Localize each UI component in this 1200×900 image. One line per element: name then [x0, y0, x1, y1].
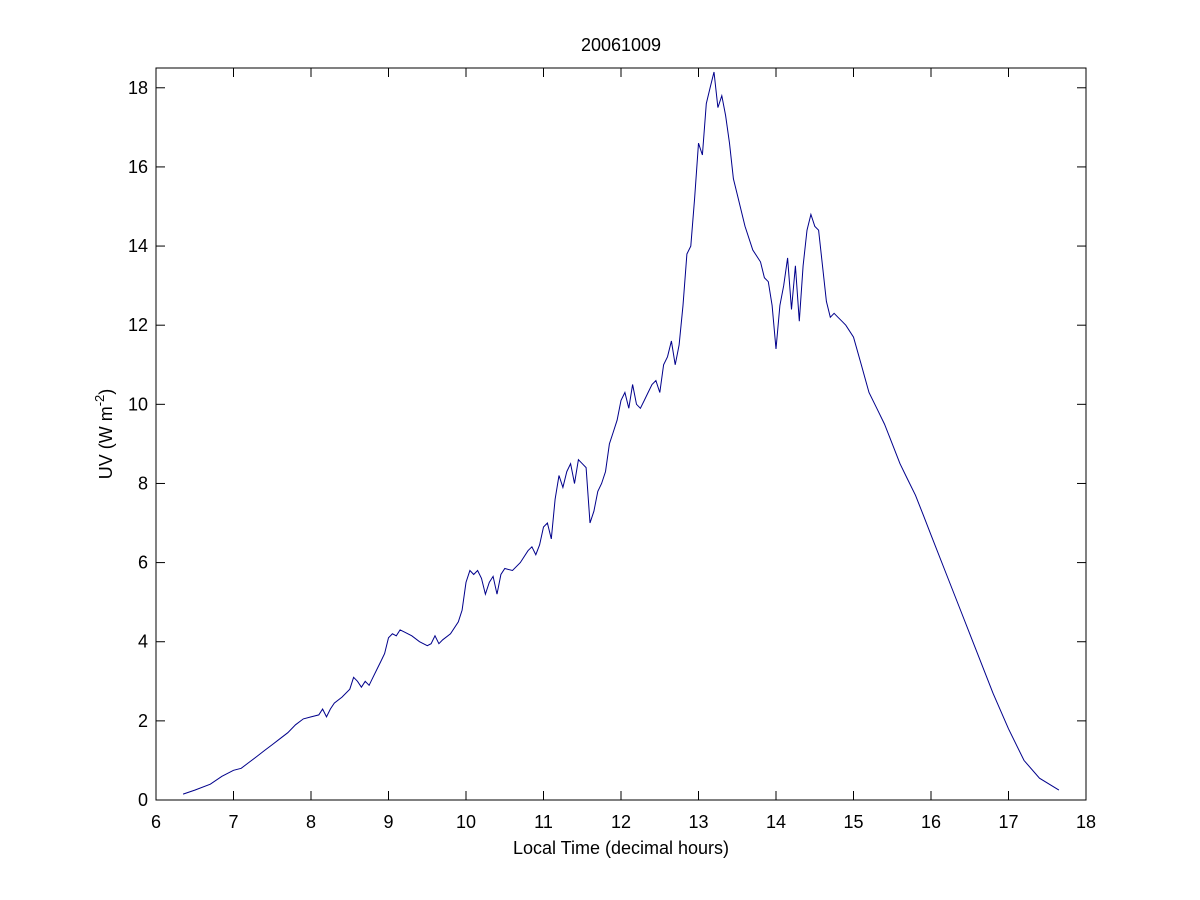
y-axis-label-close: )	[96, 389, 116, 395]
y-tick-label: 14	[128, 236, 148, 256]
y-tick-label: 10	[128, 394, 148, 414]
x-tick-label: 17	[998, 812, 1018, 832]
y-tick-label: 2	[138, 711, 148, 731]
y-tick-label: 12	[128, 315, 148, 335]
x-tick-label: 8	[306, 812, 316, 832]
x-tick-label: 7	[228, 812, 238, 832]
y-axis-label-main: UV (W m	[96, 406, 116, 479]
x-tick-label: 10	[456, 812, 476, 832]
y-axis-label-superscript: -2	[92, 395, 107, 407]
y-tick-label: 6	[138, 553, 148, 573]
y-axis-ticks: 0 2 4 6 8 10 12 14 16 18	[128, 78, 1086, 810]
y-tick-label: 4	[138, 632, 148, 652]
x-tick-label: 9	[383, 812, 393, 832]
x-tick-label: 6	[151, 812, 161, 832]
x-axis-ticks: 6 7 8 9 10 11 12 13 14 15 16 17 18	[151, 68, 1096, 832]
x-axis-label: Local Time (decimal hours)	[513, 838, 729, 858]
x-tick-label: 13	[688, 812, 708, 832]
x-tick-label: 18	[1076, 812, 1096, 832]
x-tick-label: 16	[921, 812, 941, 832]
uv-series-line	[182, 71, 1060, 795]
y-tick-label: 18	[128, 78, 148, 98]
x-tick-label: 14	[766, 812, 786, 832]
y-tick-label: 0	[138, 790, 148, 810]
x-tick-label: 15	[843, 812, 863, 832]
x-tick-label: 11	[534, 812, 553, 832]
y-tick-label: 16	[128, 157, 148, 177]
x-tick-label: 12	[611, 812, 631, 832]
y-axis-label: UV (W m-2)	[92, 389, 116, 480]
chart-title: 20061009	[581, 35, 661, 55]
y-tick-label: 8	[138, 473, 148, 493]
plot-area	[155, 67, 1087, 801]
